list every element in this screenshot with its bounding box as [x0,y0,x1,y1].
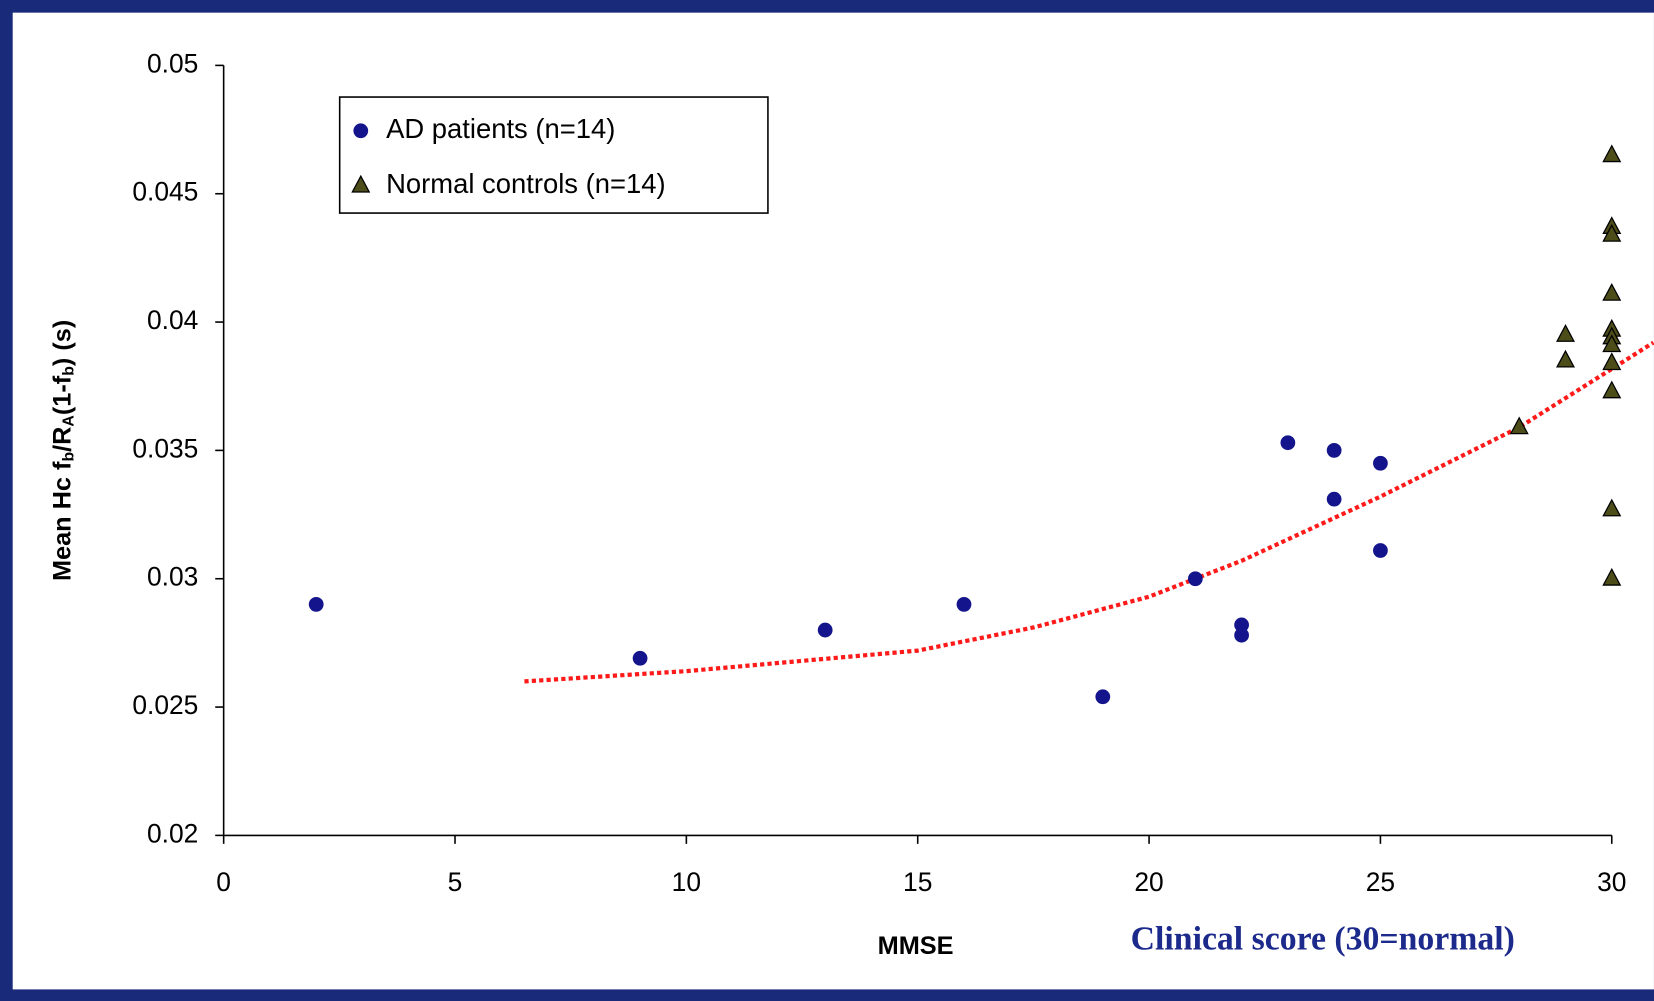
data-point [817,622,833,638]
legend-marker [353,123,369,139]
data-point [1602,567,1622,586]
data-point [632,650,648,666]
data-point [1602,352,1622,371]
y-axis-title-part: Mean Hc f [48,461,76,581]
data-point [1602,282,1622,301]
legend-label: Normal controls (n=14) [386,168,665,199]
legend-label: AD patients (n=14) [386,113,615,144]
y-tick-label: 0.03 [147,562,198,592]
data-point [1187,571,1203,587]
data-point [1326,443,1342,458]
x-tick-label: 15 [903,867,932,897]
data-point [1602,144,1622,163]
y-axis-title-part: /R [48,427,76,452]
data-point [1602,380,1622,399]
x-tick-label: 20 [1134,867,1163,897]
data-point [1373,543,1388,558]
y-tick-label: 0.045 [132,177,198,207]
trendline [524,340,1654,684]
y-axis-title-part: (1-f [48,375,76,415]
data-point [1373,455,1388,471]
data-point [1234,627,1249,643]
data-point [1602,223,1622,242]
y-tick-label: 0.025 [132,690,198,720]
y-axis-title-part: A [61,415,78,426]
y-tick-label: 0.02 [147,818,198,848]
y-tick-label: 0.035 [132,433,198,463]
data-point [1602,498,1622,517]
x-axis-title: MMSE [878,932,954,960]
annotation: Clinical score (30=normal) [1131,921,1515,958]
data-point [1556,324,1575,342]
plot-background [12,12,1654,990]
x-tick-label: 25 [1366,867,1395,897]
y-tick-label: 0.04 [147,305,198,335]
legend-marker [351,174,371,193]
data-point [1556,349,1575,368]
y-axis-title-part: b [61,366,78,376]
data-point [956,597,972,612]
data-point [1234,617,1249,633]
x-tick-label: 30 [1597,867,1626,897]
x-tick-label: 10 [672,867,701,897]
y-tick-label: 0.05 [147,48,198,78]
data-point [1602,334,1622,353]
y-axis-title: Mean Hc fb/RA(1-fb) (s) [48,320,78,581]
legend-box [338,96,769,214]
x-tick-label: 0 [216,867,231,897]
data-point [1280,435,1296,451]
y-axis-title-part: ) (s) [48,320,76,366]
data-point [1326,491,1342,507]
y-axis-title-part: b [61,452,78,462]
data-point [308,597,324,612]
data-point [1095,689,1111,705]
data-point [1509,416,1529,435]
x-tick-label: 5 [448,867,463,897]
